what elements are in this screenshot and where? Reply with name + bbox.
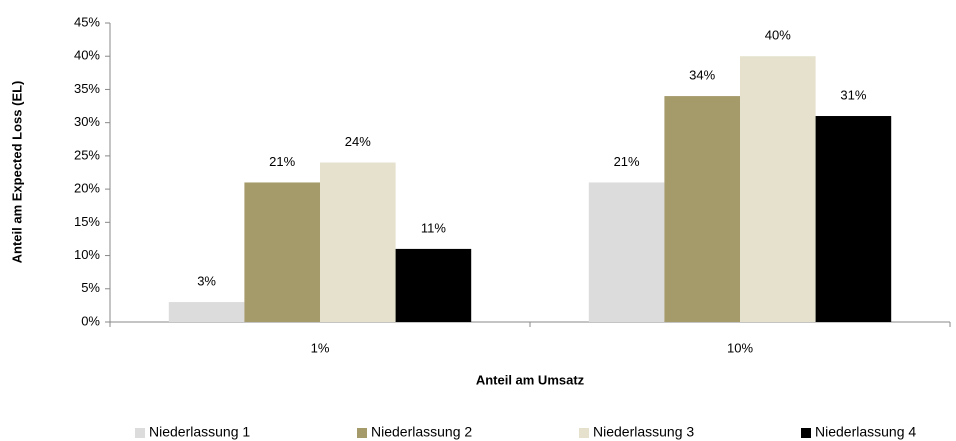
y-tick-label: 15% [74, 214, 100, 229]
bar [244, 182, 320, 322]
legend-swatch [357, 428, 367, 438]
data-label: 31% [840, 87, 866, 102]
y-tick-label: 45% [74, 14, 100, 29]
legend-swatch [801, 428, 811, 438]
y-tick-label: 25% [74, 147, 100, 162]
data-label: 3% [197, 274, 216, 289]
bar [740, 56, 816, 322]
y-tick-label: 20% [74, 181, 100, 196]
y-tick-label: 10% [74, 247, 100, 262]
x-tick-label: 10% [727, 340, 753, 355]
legend-label: Niederlassung 3 [593, 424, 694, 440]
legend-swatch [579, 428, 589, 438]
bar [588, 182, 665, 322]
bar [395, 248, 472, 322]
data-label: 11% [421, 220, 446, 235]
bar [168, 302, 245, 322]
bar [320, 162, 396, 322]
data-label: 40% [765, 28, 791, 43]
legend-label: Niederlassung 2 [371, 424, 472, 440]
x-tick-label: 1% [311, 340, 330, 355]
data-label: 34% [689, 68, 715, 83]
legend-swatch [135, 428, 145, 438]
bar [664, 96, 740, 322]
data-label: 24% [345, 134, 371, 149]
legend-label: Niederlassung 4 [815, 424, 916, 440]
y-tick-label: 0% [81, 313, 100, 328]
x-axis-title: Anteil am Umsatz [476, 372, 585, 387]
data-label: 21% [614, 154, 640, 169]
y-tick-label: 35% [74, 81, 100, 96]
legend-label: Niederlassung 1 [149, 424, 250, 440]
y-tick-label: 5% [81, 280, 100, 295]
y-tick-label: 40% [74, 48, 100, 63]
bar [815, 116, 892, 323]
y-tick-label: 30% [74, 114, 100, 129]
data-label: 21% [269, 154, 295, 169]
y-axis-title: Anteil am Expected Loss (EL) [9, 81, 24, 264]
